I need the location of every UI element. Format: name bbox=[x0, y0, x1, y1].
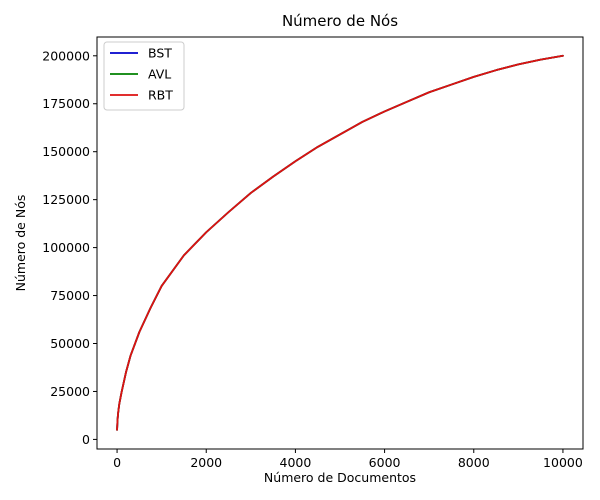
y-tick-label: 175000 bbox=[42, 96, 90, 111]
series-layer bbox=[116, 54, 564, 431]
x-axis-title: Número de Documentos bbox=[264, 470, 416, 485]
y-tick-label: 200000 bbox=[42, 48, 90, 63]
y-tick-label: 150000 bbox=[42, 144, 90, 159]
y-tick-label: 100000 bbox=[42, 240, 90, 255]
legend-label-bst: BST bbox=[148, 46, 172, 61]
plot-frame bbox=[96, 36, 584, 450]
chart-title: Número de Nós bbox=[282, 12, 398, 30]
legend: BST AVL RBT bbox=[103, 41, 185, 111]
y-tick-label: 75000 bbox=[50, 288, 90, 303]
series-line-rbt bbox=[116, 54, 564, 431]
x-tick-label: 8000 bbox=[458, 455, 490, 470]
series-line-bst bbox=[116, 54, 564, 431]
x-tick-label: 4000 bbox=[280, 455, 312, 470]
y-axis-title: Número de Nós bbox=[13, 195, 28, 292]
legend-label-rbt: RBT bbox=[148, 88, 173, 103]
legend-box bbox=[103, 41, 185, 111]
x-tick-label: 10000 bbox=[543, 455, 583, 470]
x-tick-label: 0 bbox=[113, 455, 121, 470]
legend-label-avl: AVL bbox=[148, 67, 171, 82]
y-axis-ticks: 0 25000 50000 75000 100000 125000 150000 175000… bbox=[42, 48, 97, 447]
y-tick-label: 125000 bbox=[42, 192, 90, 207]
x-tick-label: 6000 bbox=[369, 455, 401, 470]
y-tick-label: 50000 bbox=[50, 336, 90, 351]
y-tick-label: 25000 bbox=[50, 384, 90, 399]
x-tick-label: 2000 bbox=[190, 455, 222, 470]
series-line-avl bbox=[116, 54, 564, 431]
x-axis-ticks: 0 2000 4000 6000 8000 10000 bbox=[113, 449, 583, 470]
y-tick-label: 0 bbox=[82, 432, 90, 447]
